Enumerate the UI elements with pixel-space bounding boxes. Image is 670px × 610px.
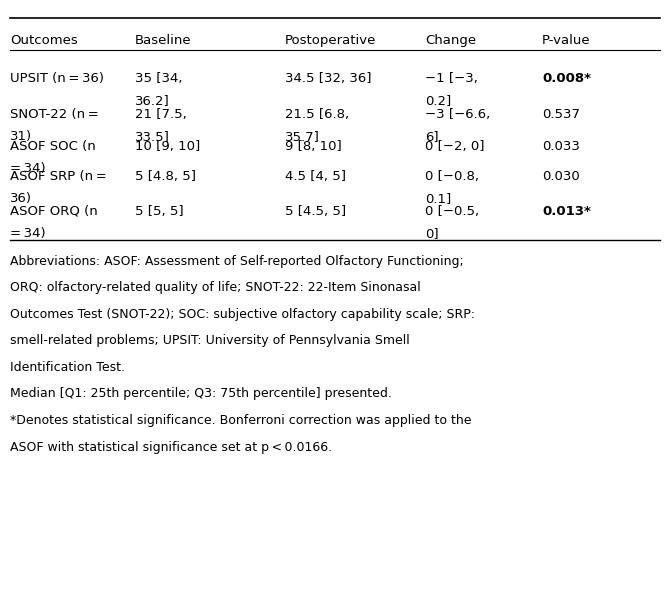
Text: SNOT-22 (n =: SNOT-22 (n =: [10, 108, 98, 121]
Text: ASOF with statistical significance set at p < 0.0166.: ASOF with statistical significance set a…: [10, 440, 332, 453]
Text: 35 [34,: 35 [34,: [135, 72, 182, 85]
Text: 35.7]: 35.7]: [285, 130, 320, 143]
Text: 10 [9, 10]: 10 [9, 10]: [135, 140, 200, 153]
Text: UPSIT (n = 36): UPSIT (n = 36): [10, 72, 104, 85]
Text: 5 [4.5, 5]: 5 [4.5, 5]: [285, 205, 346, 218]
Text: −1 [−3,: −1 [−3,: [425, 72, 478, 85]
Text: Median [Q1: 25th percentile; Q3: 75th percentile] presented.: Median [Q1: 25th percentile; Q3: 75th pe…: [10, 387, 392, 401]
Text: Outcomes Test (SNOT-22); SOC: subjective olfactory capability scale; SRP:: Outcomes Test (SNOT-22); SOC: subjective…: [10, 308, 475, 321]
Text: Change: Change: [425, 34, 476, 47]
Text: 0.008*: 0.008*: [542, 72, 591, 85]
Text: 0 [−0.5,: 0 [−0.5,: [425, 205, 479, 218]
Text: 0.537: 0.537: [542, 108, 580, 121]
Text: ASOF SOC (n: ASOF SOC (n: [10, 140, 96, 153]
Text: 33.5]: 33.5]: [135, 130, 170, 143]
Text: 0.033: 0.033: [542, 140, 580, 153]
Text: smell-related problems; UPSIT: University of Pennsylvania Smell: smell-related problems; UPSIT: Universit…: [10, 334, 410, 348]
Text: 0.030: 0.030: [542, 170, 580, 183]
Text: 21.5 [6.8,: 21.5 [6.8,: [285, 108, 349, 121]
Text: 31): 31): [10, 130, 32, 143]
Text: 0.2]: 0.2]: [425, 94, 452, 107]
Text: 5 [5, 5]: 5 [5, 5]: [135, 205, 184, 218]
Text: 0.013*: 0.013*: [542, 205, 591, 218]
Text: 21 [7.5,: 21 [7.5,: [135, 108, 187, 121]
Text: 0.1]: 0.1]: [425, 192, 452, 205]
Text: 36.2]: 36.2]: [135, 94, 170, 107]
Text: Abbreviations: ASOF: Assessment of Self-reported Olfactory Functioning;: Abbreviations: ASOF: Assessment of Self-…: [10, 255, 464, 268]
Text: ASOF ORQ (n: ASOF ORQ (n: [10, 205, 98, 218]
Text: 6]: 6]: [425, 130, 439, 143]
Text: −3 [−6.6,: −3 [−6.6,: [425, 108, 490, 121]
Text: 0]: 0]: [425, 227, 439, 240]
Text: 34.5 [32, 36]: 34.5 [32, 36]: [285, 72, 371, 85]
Text: Postoperative: Postoperative: [285, 34, 377, 47]
Text: *Denotes statistical significance. Bonferroni correction was applied to the: *Denotes statistical significance. Bonfe…: [10, 414, 472, 427]
Text: = 34): = 34): [10, 227, 46, 240]
Text: 0 [−2, 0]: 0 [−2, 0]: [425, 140, 484, 153]
Text: ORQ: olfactory-related quality of life; SNOT-22: 22-Item Sinonasal: ORQ: olfactory-related quality of life; …: [10, 281, 421, 295]
Text: 9 [8, 10]: 9 [8, 10]: [285, 140, 342, 153]
Text: 0 [−0.8,: 0 [−0.8,: [425, 170, 479, 183]
Text: 36): 36): [10, 192, 32, 205]
Text: Baseline: Baseline: [135, 34, 192, 47]
Text: ASOF SRP (n =: ASOF SRP (n =: [10, 170, 107, 183]
Text: = 34): = 34): [10, 162, 46, 175]
Text: Identification Test.: Identification Test.: [10, 361, 125, 374]
Text: P-value: P-value: [542, 34, 591, 47]
Text: 4.5 [4, 5]: 4.5 [4, 5]: [285, 170, 346, 183]
Text: 5 [4.8, 5]: 5 [4.8, 5]: [135, 170, 196, 183]
Text: Outcomes: Outcomes: [10, 34, 78, 47]
